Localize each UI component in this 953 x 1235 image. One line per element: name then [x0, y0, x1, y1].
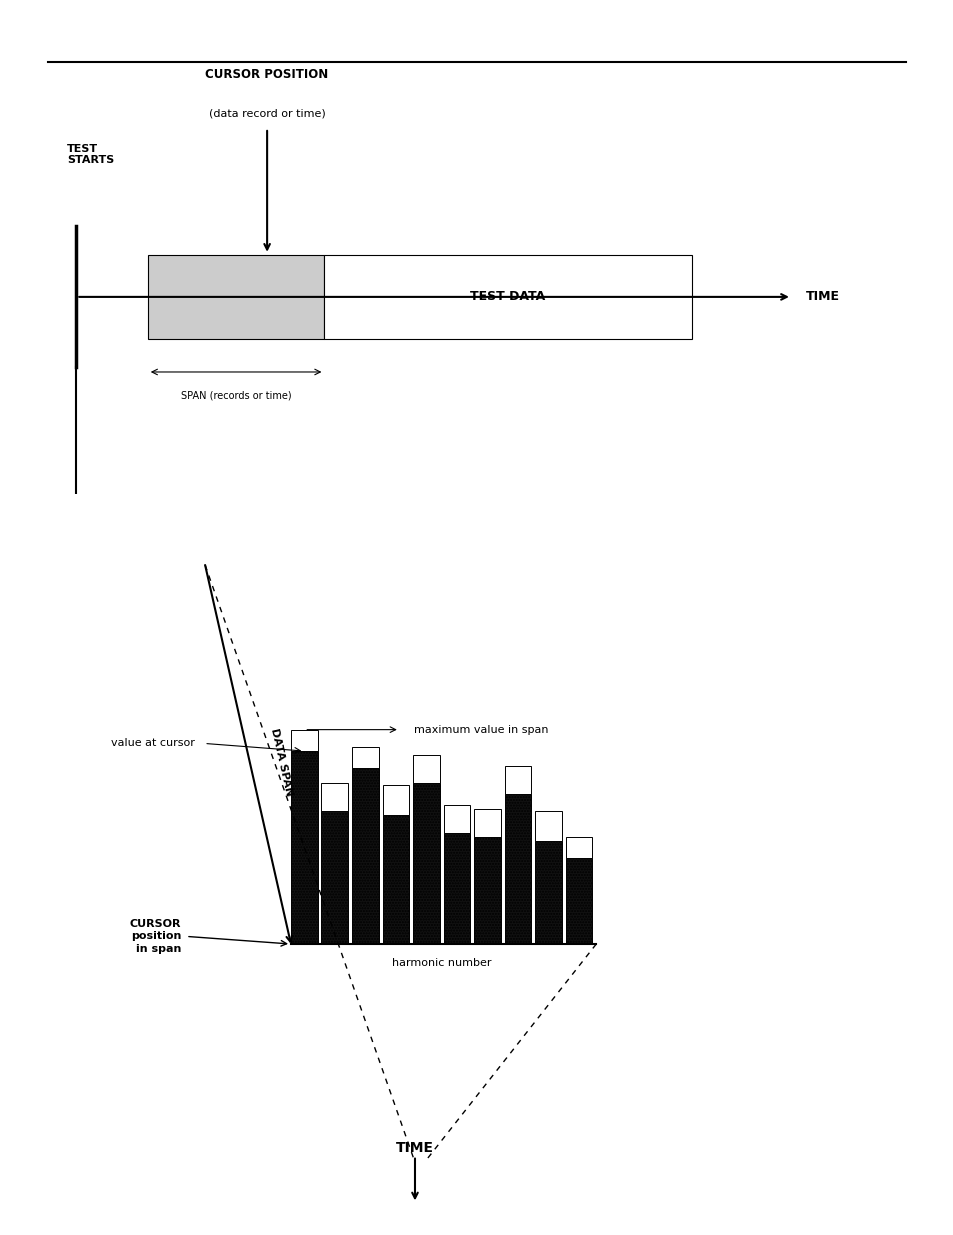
- Bar: [382, 785, 409, 815]
- Bar: [413, 756, 439, 783]
- Bar: [565, 858, 592, 944]
- Bar: [148, 254, 324, 340]
- Bar: [321, 811, 348, 944]
- Text: TEST
STARTS: TEST STARTS: [67, 144, 114, 165]
- Text: CURSOR
position
in span: CURSOR position in span: [130, 919, 181, 953]
- Text: DATA SPAN: DATA SPAN: [269, 727, 294, 797]
- Text: value at cursor: value at cursor: [111, 739, 194, 748]
- Text: CURSOR POSITION: CURSOR POSITION: [205, 68, 329, 82]
- Bar: [291, 730, 317, 751]
- Bar: [474, 809, 500, 837]
- Bar: [321, 783, 348, 811]
- Bar: [474, 837, 500, 944]
- Bar: [324, 254, 691, 340]
- Bar: [443, 832, 470, 944]
- Bar: [565, 837, 592, 858]
- Bar: [413, 783, 439, 944]
- Bar: [352, 747, 378, 768]
- Text: harmonic number: harmonic number: [392, 958, 491, 968]
- Bar: [535, 811, 561, 841]
- Text: SPAN (records or time): SPAN (records or time): [181, 390, 291, 400]
- Text: maximum value in span: maximum value in span: [414, 725, 548, 735]
- Bar: [352, 768, 378, 944]
- Bar: [291, 751, 317, 944]
- Bar: [535, 841, 561, 944]
- Bar: [443, 805, 470, 832]
- Bar: [504, 766, 531, 794]
- Bar: [382, 815, 409, 944]
- Text: TEST DATA: TEST DATA: [470, 290, 545, 304]
- Text: TIME: TIME: [805, 290, 840, 304]
- Text: TIME: TIME: [395, 1141, 434, 1155]
- Bar: [504, 794, 531, 944]
- Text: (data record or time): (data record or time): [209, 109, 325, 119]
